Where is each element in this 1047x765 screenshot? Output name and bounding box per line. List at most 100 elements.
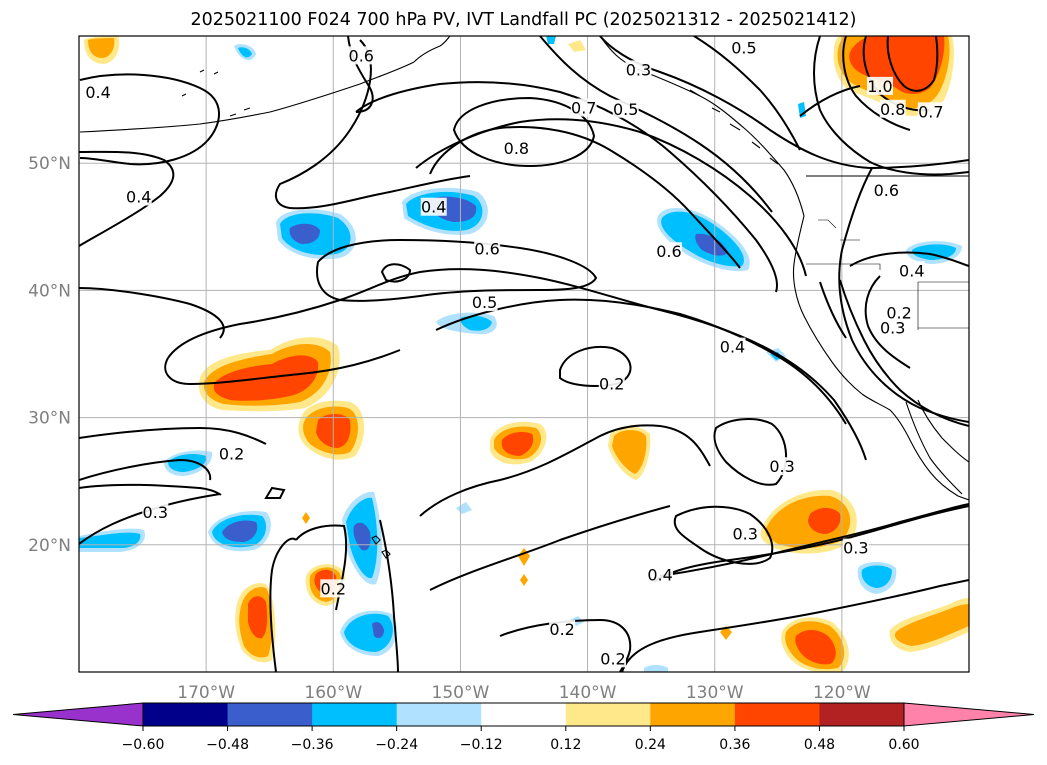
anomaly-fill (861, 565, 892, 588)
contour-label: 0.5 (613, 100, 638, 119)
contour-label-gap (732, 524, 759, 543)
border (917, 281, 969, 330)
contour-label: 0.8 (880, 100, 905, 119)
contour-label-gap (420, 197, 447, 216)
lat-tick-label: 20°N (28, 536, 71, 556)
contour-label: 0.4 (899, 261, 924, 280)
anomaly-fill (568, 40, 586, 52)
contour-line (269, 537, 297, 672)
anomaly-fill (912, 244, 956, 260)
lon-tick-label: 170°W (177, 683, 235, 703)
colorbar-tick-label: −0.24 (375, 737, 418, 753)
contour-label-gap (917, 102, 944, 121)
colorbar-extend-low (12, 702, 144, 727)
colorbar-tick-label: −0.48 (206, 737, 249, 753)
colorbar-tick-label: −0.12 (460, 737, 503, 753)
border (806, 263, 881, 270)
colorbar-segment (227, 703, 313, 726)
contour-label: 0.6 (656, 242, 681, 261)
contour-line (79, 150, 175, 247)
anomaly-fill (168, 454, 207, 472)
longitude-axis: 170°W 160°W 150°W 140°W 130°W 120°W (177, 683, 871, 703)
lon-tick-label: 140°W (559, 683, 617, 703)
contour-label-gap (320, 579, 347, 598)
contour-label: 0.7 (918, 102, 943, 121)
contour-label: 0.2 (886, 303, 911, 322)
anomaly-fill (612, 430, 647, 474)
contour-label-gap (142, 503, 169, 521)
contour-line (79, 483, 222, 496)
contour-label-gap (348, 46, 375, 65)
contour-label: 0.2 (321, 579, 346, 598)
contour-label-gap (549, 620, 576, 639)
coastline (905, 401, 963, 495)
contour-label-gap (879, 99, 906, 118)
contour-label-gap (898, 261, 925, 280)
contour-label: 0.3 (143, 503, 168, 522)
contour-label: 0.6 (349, 46, 374, 65)
contour-line (653, 505, 969, 583)
lat-tick-label: 40°N (28, 281, 71, 301)
colorbar-tick-label: 0.60 (888, 737, 919, 753)
contour-line (264, 486, 286, 499)
contour-line (813, 36, 969, 176)
contour-label-gap (719, 337, 746, 356)
contour-line (659, 503, 969, 577)
anomaly-fill (460, 315, 492, 331)
chart-title: 2025021100 F024 700 hPa PV, IVT Landfall… (190, 10, 857, 30)
contour-line (79, 426, 267, 445)
colorbar-segment (819, 703, 905, 726)
contour-label-gap (730, 38, 757, 57)
colorbar-segment (312, 703, 398, 726)
contour-line (886, 36, 939, 92)
contour-line (435, 298, 847, 425)
coastline (181, 69, 251, 117)
contour-label: 0.3 (733, 525, 758, 544)
anomaly-fill (520, 574, 528, 586)
contour-label: 0.4 (126, 188, 151, 207)
colorbar-tick-label: −0.60 (122, 737, 165, 753)
colorbar-tick-label: 0.36 (719, 737, 750, 753)
contour-label-gap (85, 83, 112, 102)
contour-label-gap (218, 444, 245, 463)
anomaly-fill (222, 520, 258, 542)
contour-label-gap (769, 457, 796, 476)
contour-line (164, 349, 401, 386)
anomaly-fill (501, 432, 534, 456)
lon-tick-label: 120°W (813, 683, 871, 703)
contour-line (452, 96, 596, 168)
contour-line (838, 167, 969, 423)
contour-label-gap (879, 318, 906, 337)
lon-tick-label: 150°W (432, 683, 490, 703)
colorbar-tick-label: 0.24 (635, 737, 666, 753)
anomaly-fill (353, 522, 371, 551)
contour-line (79, 73, 220, 166)
anomaly-fill (894, 604, 969, 646)
contour-label: 0.3 (843, 539, 868, 558)
contour-label: 0.5 (472, 293, 497, 312)
contour-line (621, 579, 969, 672)
coastline (371, 535, 391, 559)
contour-line (539, 36, 773, 213)
contour-label-gap (503, 139, 530, 158)
contour-line (379, 519, 399, 672)
colorbar: −0.60 −0.48 −0.36 −0.24 −0.12 0.12 0.24 0.36 0.4… (12, 702, 1035, 753)
contour-line (559, 346, 632, 387)
anomaly-fill (644, 665, 668, 672)
contour-label: 0.4 (85, 83, 110, 102)
anomaly-fill (238, 47, 252, 58)
contour-line (79, 458, 212, 481)
contour-label: 0.4 (720, 338, 745, 357)
contour-label-gap (570, 98, 597, 117)
contour-line (799, 85, 861, 117)
contour-label-gap (471, 293, 498, 312)
contour-line (316, 238, 598, 302)
contour-line (79, 287, 225, 339)
contour-label: 0.2 (549, 620, 574, 639)
contour-label: 0.2 (600, 649, 625, 668)
coastline (917, 399, 969, 463)
contour-line (842, 36, 911, 131)
contour-label-gap (647, 565, 674, 584)
colorbar-tick-label: −0.36 (291, 737, 334, 753)
lon-tick-label: 160°W (304, 683, 362, 703)
